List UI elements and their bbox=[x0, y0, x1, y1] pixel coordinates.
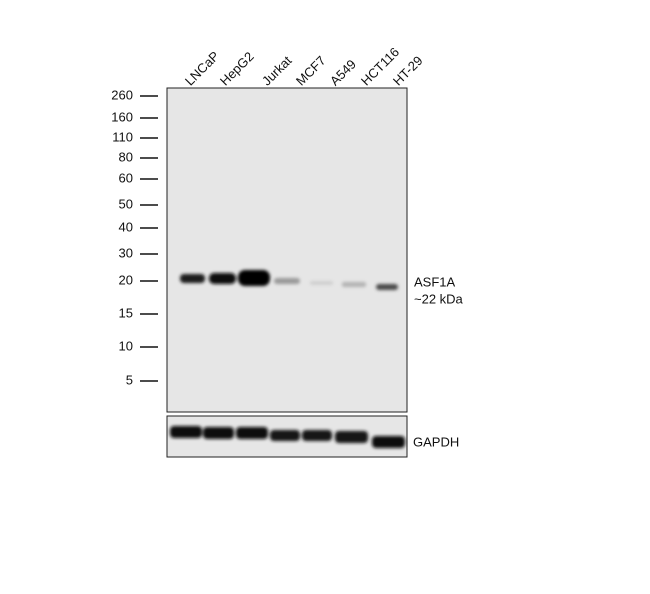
marker-label: 15 bbox=[119, 305, 133, 320]
marker-label: 50 bbox=[119, 196, 133, 211]
band bbox=[238, 270, 270, 286]
band bbox=[310, 281, 333, 285]
lane-label: MCF7 bbox=[293, 53, 329, 89]
target-bands bbox=[180, 270, 398, 290]
lane-label: A549 bbox=[327, 56, 359, 88]
marker-label: 5 bbox=[126, 372, 133, 387]
band bbox=[376, 284, 398, 290]
band bbox=[180, 274, 205, 283]
marker-label: 60 bbox=[119, 170, 133, 185]
lane-label: HepG2 bbox=[217, 49, 257, 89]
lane-label: LNCaP bbox=[182, 48, 222, 88]
marker-label: 160 bbox=[111, 109, 133, 124]
target-size: ~22 kDa bbox=[414, 291, 464, 306]
marker-label: 10 bbox=[119, 338, 133, 353]
blot-panel bbox=[166, 87, 408, 413]
band bbox=[209, 273, 236, 284]
marker-label: 110 bbox=[112, 129, 133, 144]
band bbox=[274, 278, 300, 284]
band bbox=[270, 430, 300, 441]
gapdh-bands bbox=[170, 426, 405, 448]
marker-label: 80 bbox=[119, 149, 133, 164]
marker-label: 30 bbox=[119, 245, 133, 260]
band bbox=[236, 427, 268, 439]
band bbox=[302, 430, 332, 441]
marker-label: 40 bbox=[119, 219, 133, 234]
band bbox=[342, 282, 366, 287]
lane-label: Jurkat bbox=[259, 53, 295, 89]
marker-label: 20 bbox=[119, 272, 133, 287]
marker-label: 260 bbox=[111, 87, 133, 102]
band bbox=[203, 427, 234, 439]
target-name: ASF1A bbox=[414, 274, 456, 289]
band bbox=[335, 431, 368, 443]
band bbox=[170, 426, 202, 438]
band bbox=[372, 436, 405, 448]
loading-control-label: GAPDH bbox=[413, 434, 459, 449]
